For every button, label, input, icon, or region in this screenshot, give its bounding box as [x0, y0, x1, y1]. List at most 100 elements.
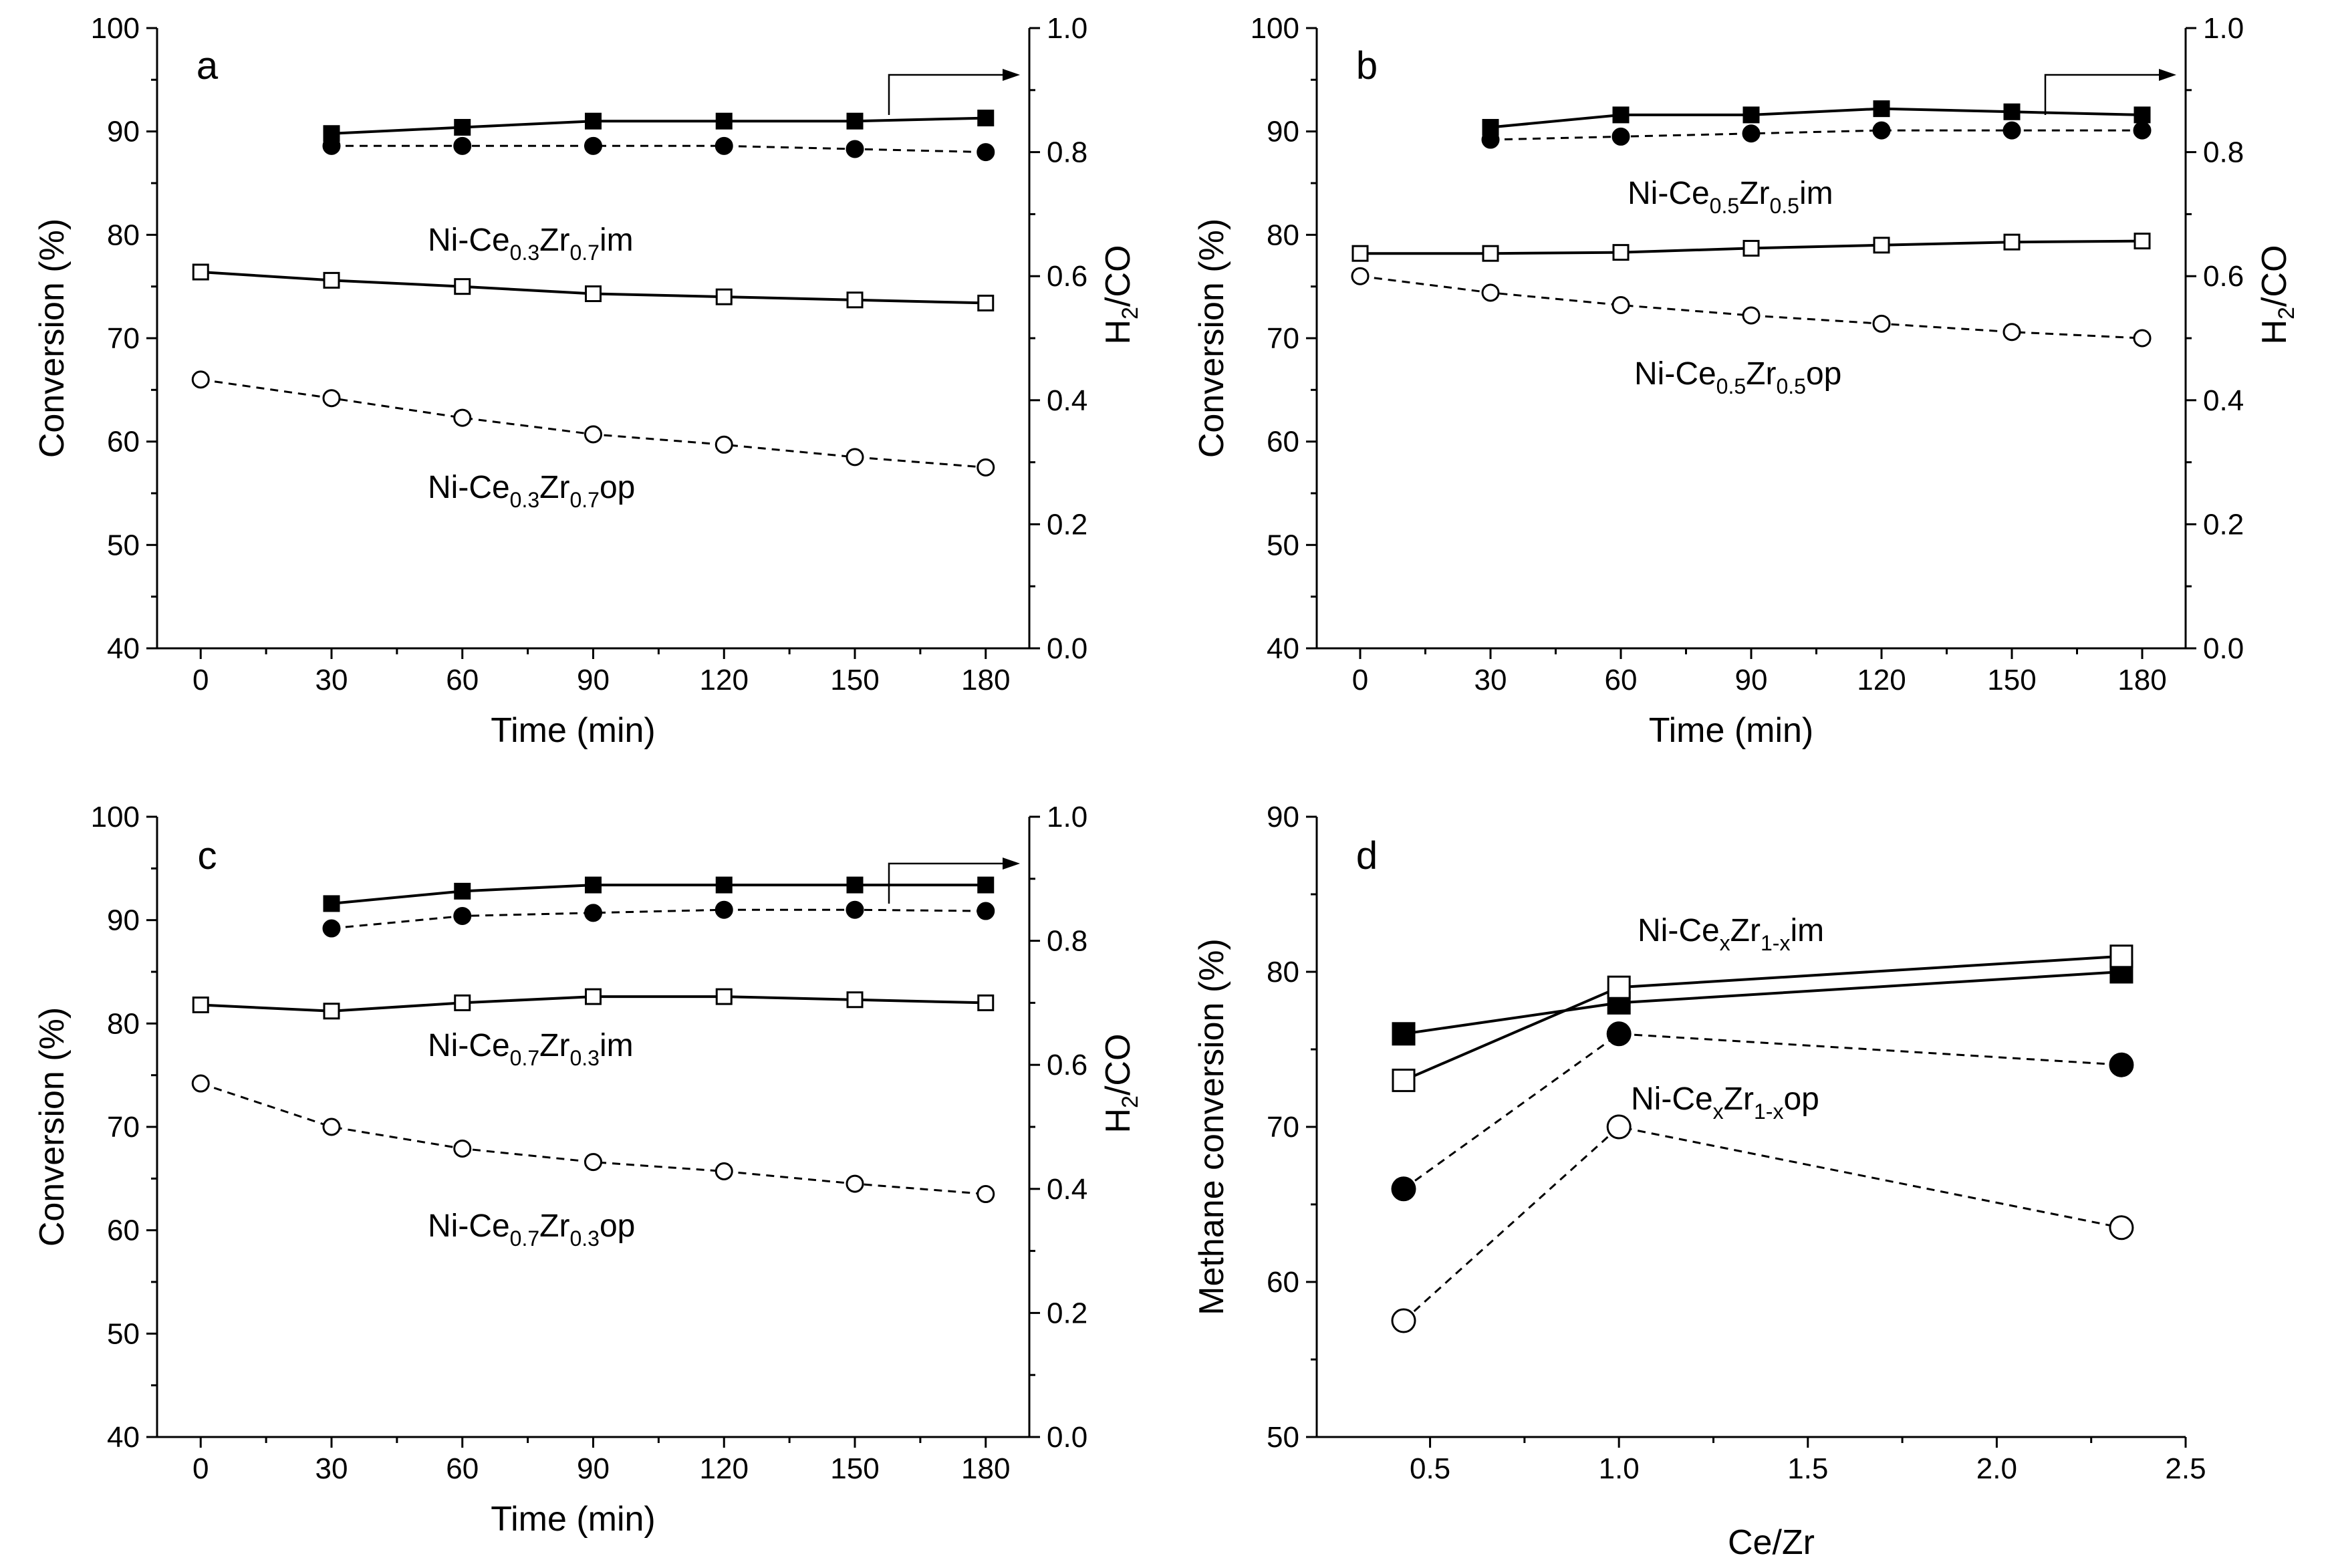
y-tick-label: 40	[107, 632, 140, 665]
data-point-square	[846, 991, 864, 1009]
data-point-circle	[584, 1153, 602, 1172]
x-tick-label: 120	[1857, 664, 1906, 696]
data-point-square	[977, 876, 995, 894]
annotation-text: im	[1799, 176, 1833, 211]
data-point-square	[846, 112, 864, 130]
annotation-sub: 0.5	[1776, 374, 1805, 398]
annotation-text: Zr	[539, 223, 569, 258]
data-point-circle	[191, 1074, 210, 1093]
y-tick-label: 100	[91, 801, 140, 833]
y2-axis-title-part: H	[2255, 319, 2294, 345]
data-point-square	[2109, 944, 2134, 968]
y-tick-label: 90	[107, 116, 140, 148]
annotation-text: Ni-Ce	[428, 223, 510, 258]
data-point-circle	[977, 902, 995, 920]
series-annotation: Ni-Ce0.3Zr0.7op	[428, 470, 635, 512]
data-point-square	[1873, 100, 1890, 118]
y-axis-title: Conversion (%)	[33, 219, 72, 458]
x-tick-label: 0.5	[1410, 1452, 1450, 1485]
data-point-square	[192, 996, 209, 1013]
y2-tick-label: 0.4	[2203, 384, 2244, 417]
data-point-square	[2134, 233, 2151, 250]
annotation-text: Ni-Ce	[1631, 1081, 1713, 1117]
data-point-square	[977, 994, 995, 1011]
annotation-text: Zr	[1730, 913, 1761, 948]
y2-axis-title-sub: 2	[2274, 307, 2299, 319]
y2-tick-label: 0.2	[2203, 508, 2244, 541]
data-point-circle	[2002, 323, 2021, 342]
x-tick-label: 180	[961, 664, 1010, 696]
y-tick-label: 80	[107, 1007, 140, 1040]
x-tick-label: 150	[830, 664, 879, 696]
series-annotation: Ni-Ce0.5Zr0.5im	[1628, 176, 1833, 218]
series-1-line	[1490, 129, 2142, 141]
annotation-text: Ni-Ce	[1638, 913, 1720, 948]
data-point-circle	[453, 136, 472, 155]
y-tick-label: 70	[1267, 1111, 1299, 1144]
annotation-text: Ni-Ce	[428, 1028, 510, 1063]
data-point-circle	[715, 136, 733, 155]
data-point-square	[977, 110, 995, 127]
y2-axis-title-part: /CO	[2255, 245, 2294, 307]
series-annotation: Ni-CexZr1-xop	[1631, 1081, 1819, 1124]
data-point-circle	[584, 136, 602, 155]
data-point-circle	[453, 408, 472, 427]
data-point-square	[454, 994, 471, 1011]
arrow-head	[2159, 69, 2176, 81]
data-point-circle	[1606, 1114, 1632, 1140]
y2-axis-title: H2/CO	[1099, 245, 1143, 345]
data-point-square	[715, 876, 733, 894]
data-point-circle	[322, 919, 341, 938]
data-point-circle	[1742, 124, 1761, 143]
panel-letter: d	[1356, 834, 1378, 878]
x-tick-label: 120	[700, 1452, 749, 1485]
x-tick-label: 90	[577, 1452, 610, 1485]
y-tick-label: 70	[1267, 322, 1299, 355]
data-point-circle	[2109, 1215, 2134, 1240]
data-point-circle	[1872, 314, 1891, 333]
series-3-line	[1402, 1126, 2122, 1322]
data-point-circle	[2002, 121, 2021, 140]
x-tick-label: 0	[1352, 664, 1368, 696]
x-tick-label: 120	[700, 664, 749, 696]
x-tick-label: 0	[192, 1452, 209, 1485]
data-point-square	[1612, 244, 1630, 261]
axis-pointer-arrow	[2044, 74, 2159, 115]
data-point-circle	[584, 904, 602, 922]
x-axis-title: Time (min)	[491, 1500, 656, 1539]
data-point-circle	[2133, 329, 2152, 348]
y2-axis-title-sub: 2	[1118, 307, 1143, 319]
data-point-circle	[584, 425, 602, 444]
series-annotation: Ni-Ce0.7Zr0.3im	[428, 1028, 634, 1070]
annotation-sub: 0.7	[510, 1046, 539, 1070]
y2-axis-title-part: /CO	[1099, 1034, 1138, 1095]
data-point-circle	[1872, 121, 1891, 140]
y2-axis-title-part: H	[1099, 319, 1138, 345]
annotation-text: Zr	[539, 1208, 569, 1244]
annotation-text: Ni-Ce	[428, 1208, 510, 1244]
x-tick-label: 180	[2117, 664, 2166, 696]
y2-tick-label: 0.8	[2203, 136, 2244, 169]
y-axis-title: Conversion (%)	[33, 1007, 72, 1247]
data-point-square	[2003, 233, 2021, 251]
y-tick-label: 40	[1267, 632, 1299, 665]
y-tick-label: 90	[1267, 801, 1299, 833]
x-axis-title: Time (min)	[1649, 711, 1814, 750]
y-tick-label: 90	[1267, 116, 1299, 148]
series-annotation: Ni-CexZr1-xim	[1638, 913, 1824, 955]
data-point-circle	[977, 458, 995, 477]
data-point-circle	[453, 1139, 472, 1158]
data-point-circle	[846, 448, 864, 467]
x-tick-label: 30	[1474, 664, 1507, 696]
annotation-text: op	[600, 470, 635, 505]
annotation-sub: 0.3	[569, 1046, 599, 1070]
annotation-text: Zr	[539, 470, 569, 505]
data-point-circle	[1742, 306, 1761, 325]
series-1-line	[332, 144, 986, 154]
y2-tick-label: 0.8	[1047, 136, 1087, 169]
annotation-sub: x	[1720, 931, 1730, 955]
data-point-circle	[715, 900, 733, 919]
data-point-circle	[977, 1185, 995, 1204]
series-0-line	[1403, 970, 2122, 1035]
